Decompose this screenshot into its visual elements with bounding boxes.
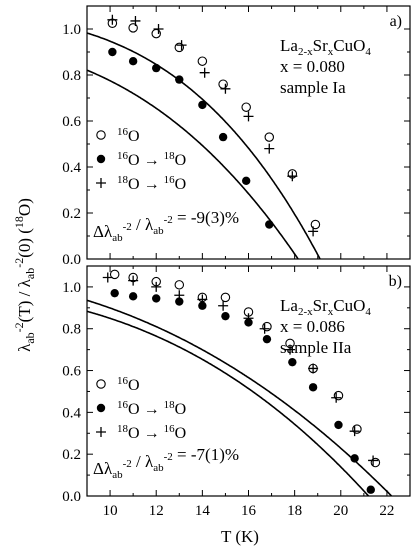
- sample-label: sample Ia: [280, 78, 346, 97]
- x-axis-label: T (K): [221, 527, 259, 546]
- y-tick-label: 0.6: [62, 114, 81, 130]
- panel-b: 0.0 0.2 0.4 0.6 0.8 1.0 10 12 14 16 18 20 22 b) La2-xS…: [62, 265, 411, 519]
- sample-label: sample IIa: [280, 338, 352, 357]
- data-point: [308, 383, 318, 392]
- legend-marker: [96, 379, 106, 389]
- data-point: [199, 67, 210, 78]
- legend-label: 16O → 18O: [117, 150, 186, 169]
- data-point: [152, 294, 161, 303]
- fit-curve: [86, 32, 321, 260]
- delta-annotation: Δλab-2 / λab-2 = -7(1)%: [93, 445, 239, 481]
- legend-label: 18O → 16O: [117, 423, 186, 442]
- y-tick-label: 0.6: [62, 364, 81, 380]
- data-point: [308, 226, 319, 237]
- data-point: [308, 363, 319, 374]
- data-point: [198, 100, 207, 110]
- legend-marker: [96, 427, 106, 437]
- legend-label: 16O: [117, 126, 140, 145]
- x-tick-label: 20: [333, 503, 348, 519]
- data-point: [264, 132, 275, 142]
- fit-curve: [86, 69, 299, 260]
- data-point: [218, 300, 229, 311]
- y-tick-label: 0.8: [62, 68, 81, 84]
- data-point: [152, 63, 161, 73]
- data-point: [331, 392, 342, 403]
- y-tick-label: 0.0: [62, 489, 81, 505]
- legend-marker: [96, 154, 106, 164]
- legend-marker: [96, 178, 106, 188]
- data-point: [108, 47, 117, 57]
- x-tick-label: 16: [241, 503, 257, 519]
- legend-label: 18O → 16O: [117, 174, 186, 193]
- data-point: [198, 301, 207, 310]
- y-axis-label: λab-2(T) / λab-2(0) (18O): [12, 198, 37, 352]
- data-point: [241, 176, 251, 185]
- data-point: [175, 297, 184, 306]
- y-tick-label: 0.2: [62, 206, 81, 222]
- legend-marker: [96, 130, 106, 140]
- data-point: [220, 292, 231, 303]
- fit-curve: [86, 310, 370, 497]
- data-point: [151, 281, 162, 292]
- data-point: [259, 323, 270, 334]
- data-point: [130, 15, 141, 26]
- data-point: [175, 75, 184, 84]
- data-point: [366, 485, 375, 494]
- fit-curve: [86, 299, 393, 497]
- x-tick-label: 22: [379, 503, 394, 519]
- data-point: [197, 56, 208, 66]
- data-point: [174, 290, 185, 301]
- data-point: [218, 132, 228, 142]
- x-tick-label: 14: [195, 503, 211, 519]
- panel-label: a): [390, 13, 402, 30]
- compound-label: La2-xSrxCuO4: [280, 296, 371, 318]
- data-point: [107, 14, 118, 25]
- data-point: [128, 57, 138, 66]
- data-point: [128, 275, 139, 286]
- data-point: [153, 24, 164, 34]
- data-point: [349, 426, 360, 437]
- x-tick-label: 18: [287, 503, 302, 519]
- x-tick-label: 12: [149, 503, 164, 519]
- legend-label: 16O → 18O: [117, 399, 186, 418]
- y-tick-label: 0.2: [62, 447, 81, 463]
- doping-label: x = 0.086: [280, 317, 345, 336]
- data-point: [221, 311, 230, 321]
- data-point: [243, 111, 254, 122]
- data-point: [109, 269, 120, 280]
- delta-annotation: Δλab-2 / λab-2 = -9(3)%: [93, 208, 239, 244]
- data-point: [243, 313, 254, 324]
- data-point: [368, 455, 379, 466]
- legend-label: 16O: [117, 375, 140, 394]
- y-tick-label: 0.4: [62, 160, 81, 176]
- panel-label: b): [389, 273, 402, 290]
- data-point: [174, 280, 185, 290]
- y-tick-label: 0.4: [62, 405, 81, 421]
- y-tick-label: 0.8: [62, 322, 81, 338]
- data-point: [241, 102, 251, 112]
- y-tick-label: 0.0: [62, 252, 81, 268]
- data-point: [334, 420, 343, 430]
- data-point: [264, 143, 275, 154]
- data-point: [176, 40, 187, 51]
- x-tick-label: 10: [103, 503, 118, 519]
- data-point: [220, 83, 231, 94]
- y-tick-label: 1.0: [62, 280, 81, 296]
- data-point: [102, 272, 113, 283]
- data-point: [197, 294, 208, 305]
- data-point: [287, 171, 298, 182]
- data-point: [128, 292, 138, 301]
- legend-marker: [96, 403, 106, 413]
- data-point: [265, 220, 274, 229]
- data-point: [285, 344, 296, 355]
- data-point: [350, 454, 359, 463]
- y-tick-label: 1.0: [62, 22, 81, 38]
- doping-label: x = 0.080: [280, 57, 345, 76]
- compound-label: La2-xSrxCuO4: [280, 36, 371, 58]
- data-point: [288, 357, 297, 367]
- data-point: [262, 334, 272, 344]
- data-point: [110, 288, 119, 298]
